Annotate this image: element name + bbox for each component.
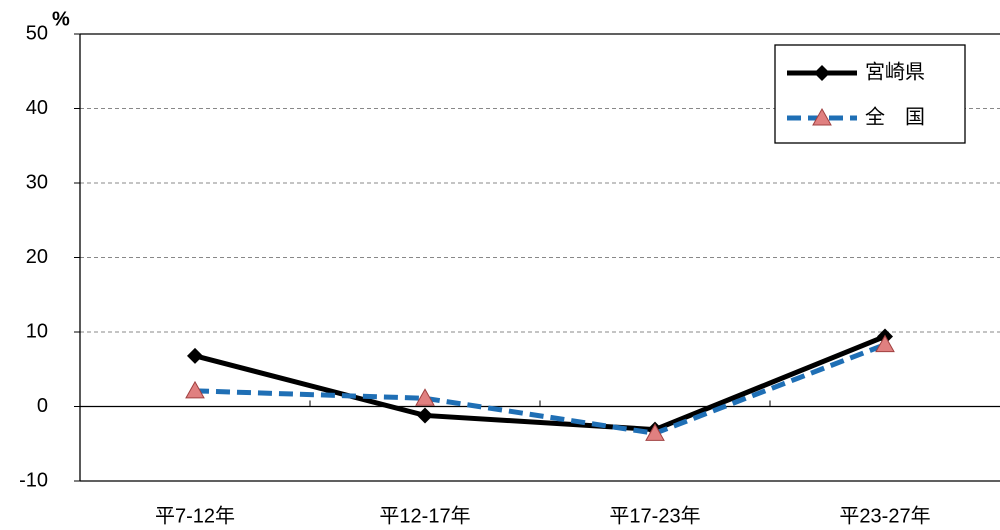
marker [417,407,433,424]
y-tick-label: 30 [26,171,48,193]
marker [185,380,205,399]
legend-label: 宮崎県 [865,60,925,83]
x-tick-label: 平17-23年 [609,504,700,527]
marker [812,107,832,126]
y-unit: % [52,8,70,30]
legend-label: 全 国 [865,105,925,128]
legend-box [774,44,966,144]
series-line [194,334,886,433]
y-tick-label: 0 [37,395,48,417]
y-tick-label: 20 [26,246,48,268]
marker [415,388,435,406]
series-line [194,342,886,436]
y-tick-label: 50 [26,22,48,44]
marker [814,65,830,81]
x-tick-label: 平23-27年 [839,504,930,527]
marker [875,334,895,353]
x-tick-label: 平12-17年 [379,504,470,527]
x-tick-label: 平7-12年 [155,504,235,527]
marker [645,423,665,441]
y-tick-label: 10 [26,320,48,342]
marker [187,347,203,364]
y-tick-label: 40 [26,97,48,119]
y-tick-label: -10 [19,469,48,491]
